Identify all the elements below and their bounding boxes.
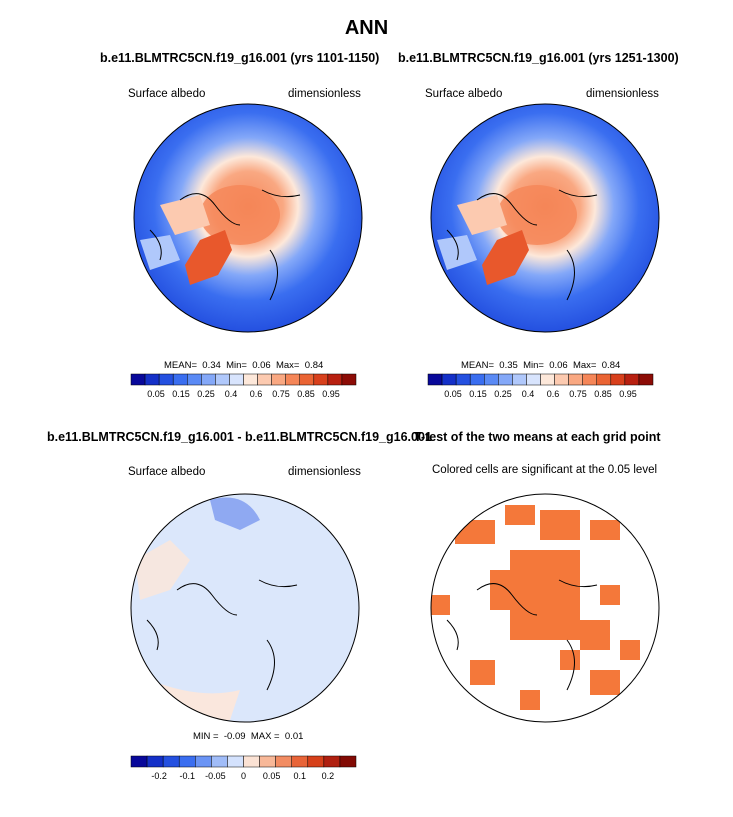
colorbar-tick-label: 0.15 [469,389,487,399]
panel1-variable-label: Surface albedo [128,88,206,100]
panel4-title: T-test of the two means at each grid poi… [414,430,661,444]
panel3-title: b.e11.BLMTRC5CN.f19_g16.001 - b.e11.BLMT… [47,430,432,444]
panel2-colorbar: 0.05 0.15 0.25 0.4 0.6 0.75 0.85 0.95 [427,373,654,399]
colorbar-tick-label: 0.05 [444,389,462,399]
colorbar-tick-label: 0.75 [569,389,587,399]
colorbar-tick-label: 0.4 [522,389,535,399]
colorbar-box [638,373,654,386]
colorbar-tick-label: 0.6 [547,389,560,399]
colorbar-tick-label: -0.2 [151,771,167,781]
panel2-stats: MEAN= 0.35 Min= 0.06 Max= 0.84 [461,360,621,371]
colorbar-tick-label: 0.4 [225,389,238,399]
colorbar-tick-label: -0.05 [205,771,226,781]
colorbar-tick-label: 0.6 [250,389,263,399]
colorbar-tick-label: 0.25 [494,389,512,399]
colorbar-box [339,755,357,768]
colorbar-tick-label: 0.05 [263,771,281,781]
colorbar-tick-label: 0.2 [322,771,335,781]
colorbar-tick-label: 0.1 [293,771,306,781]
colorbar-box [341,373,357,386]
colorbar-tick-label: 0.85 [297,389,315,399]
colorbar-tick-label: 0.75 [272,389,290,399]
colorbar-tick-label: 0.95 [322,389,340,399]
colorbar-tick-label: 0.05 [147,389,165,399]
panel3-colorbar: -0.2 -0.1 -0.05 0 0.05 0.1 0.2 [130,755,357,781]
panel1-stats: MEAN= 0.34 Min= 0.06 Max= 0.84 [164,360,324,371]
panel4-note: Colored cells are significant at the 0.0… [432,464,658,476]
panel3-stats: MIN = -0.09 MAX = 0.01 [193,731,304,742]
figure-title: ANN [344,17,389,39]
panel1-units-label: dimensionless [288,88,361,100]
panel2-units-label: dimensionless [586,88,659,100]
colorbar-tick-label: 0.95 [619,389,637,399]
colorbar-tick-label: 0.15 [172,389,190,399]
panel1-colorbar: 0.05 0.15 0.25 0.4 0.6 0.75 0.85 0.95 [130,373,357,399]
colorbar-tick-label: 0.25 [197,389,215,399]
panel2-title: b.e11.BLMTRC5CN.f19_g16.001 (yrs 1251-13… [398,51,679,65]
panel2-variable-label: Surface albedo [425,88,503,100]
colorbar-tick-label: 0.85 [594,389,612,399]
colorbar-tick-label: -0.1 [179,771,195,781]
panel3-units-label: dimensionless [288,466,361,478]
panel3-variable-label: Surface albedo [128,466,206,478]
panel1-title: b.e11.BLMTRC5CN.f19_g16.001 (yrs 1101-11… [100,51,380,65]
colorbar-tick-label: 0 [241,771,246,781]
